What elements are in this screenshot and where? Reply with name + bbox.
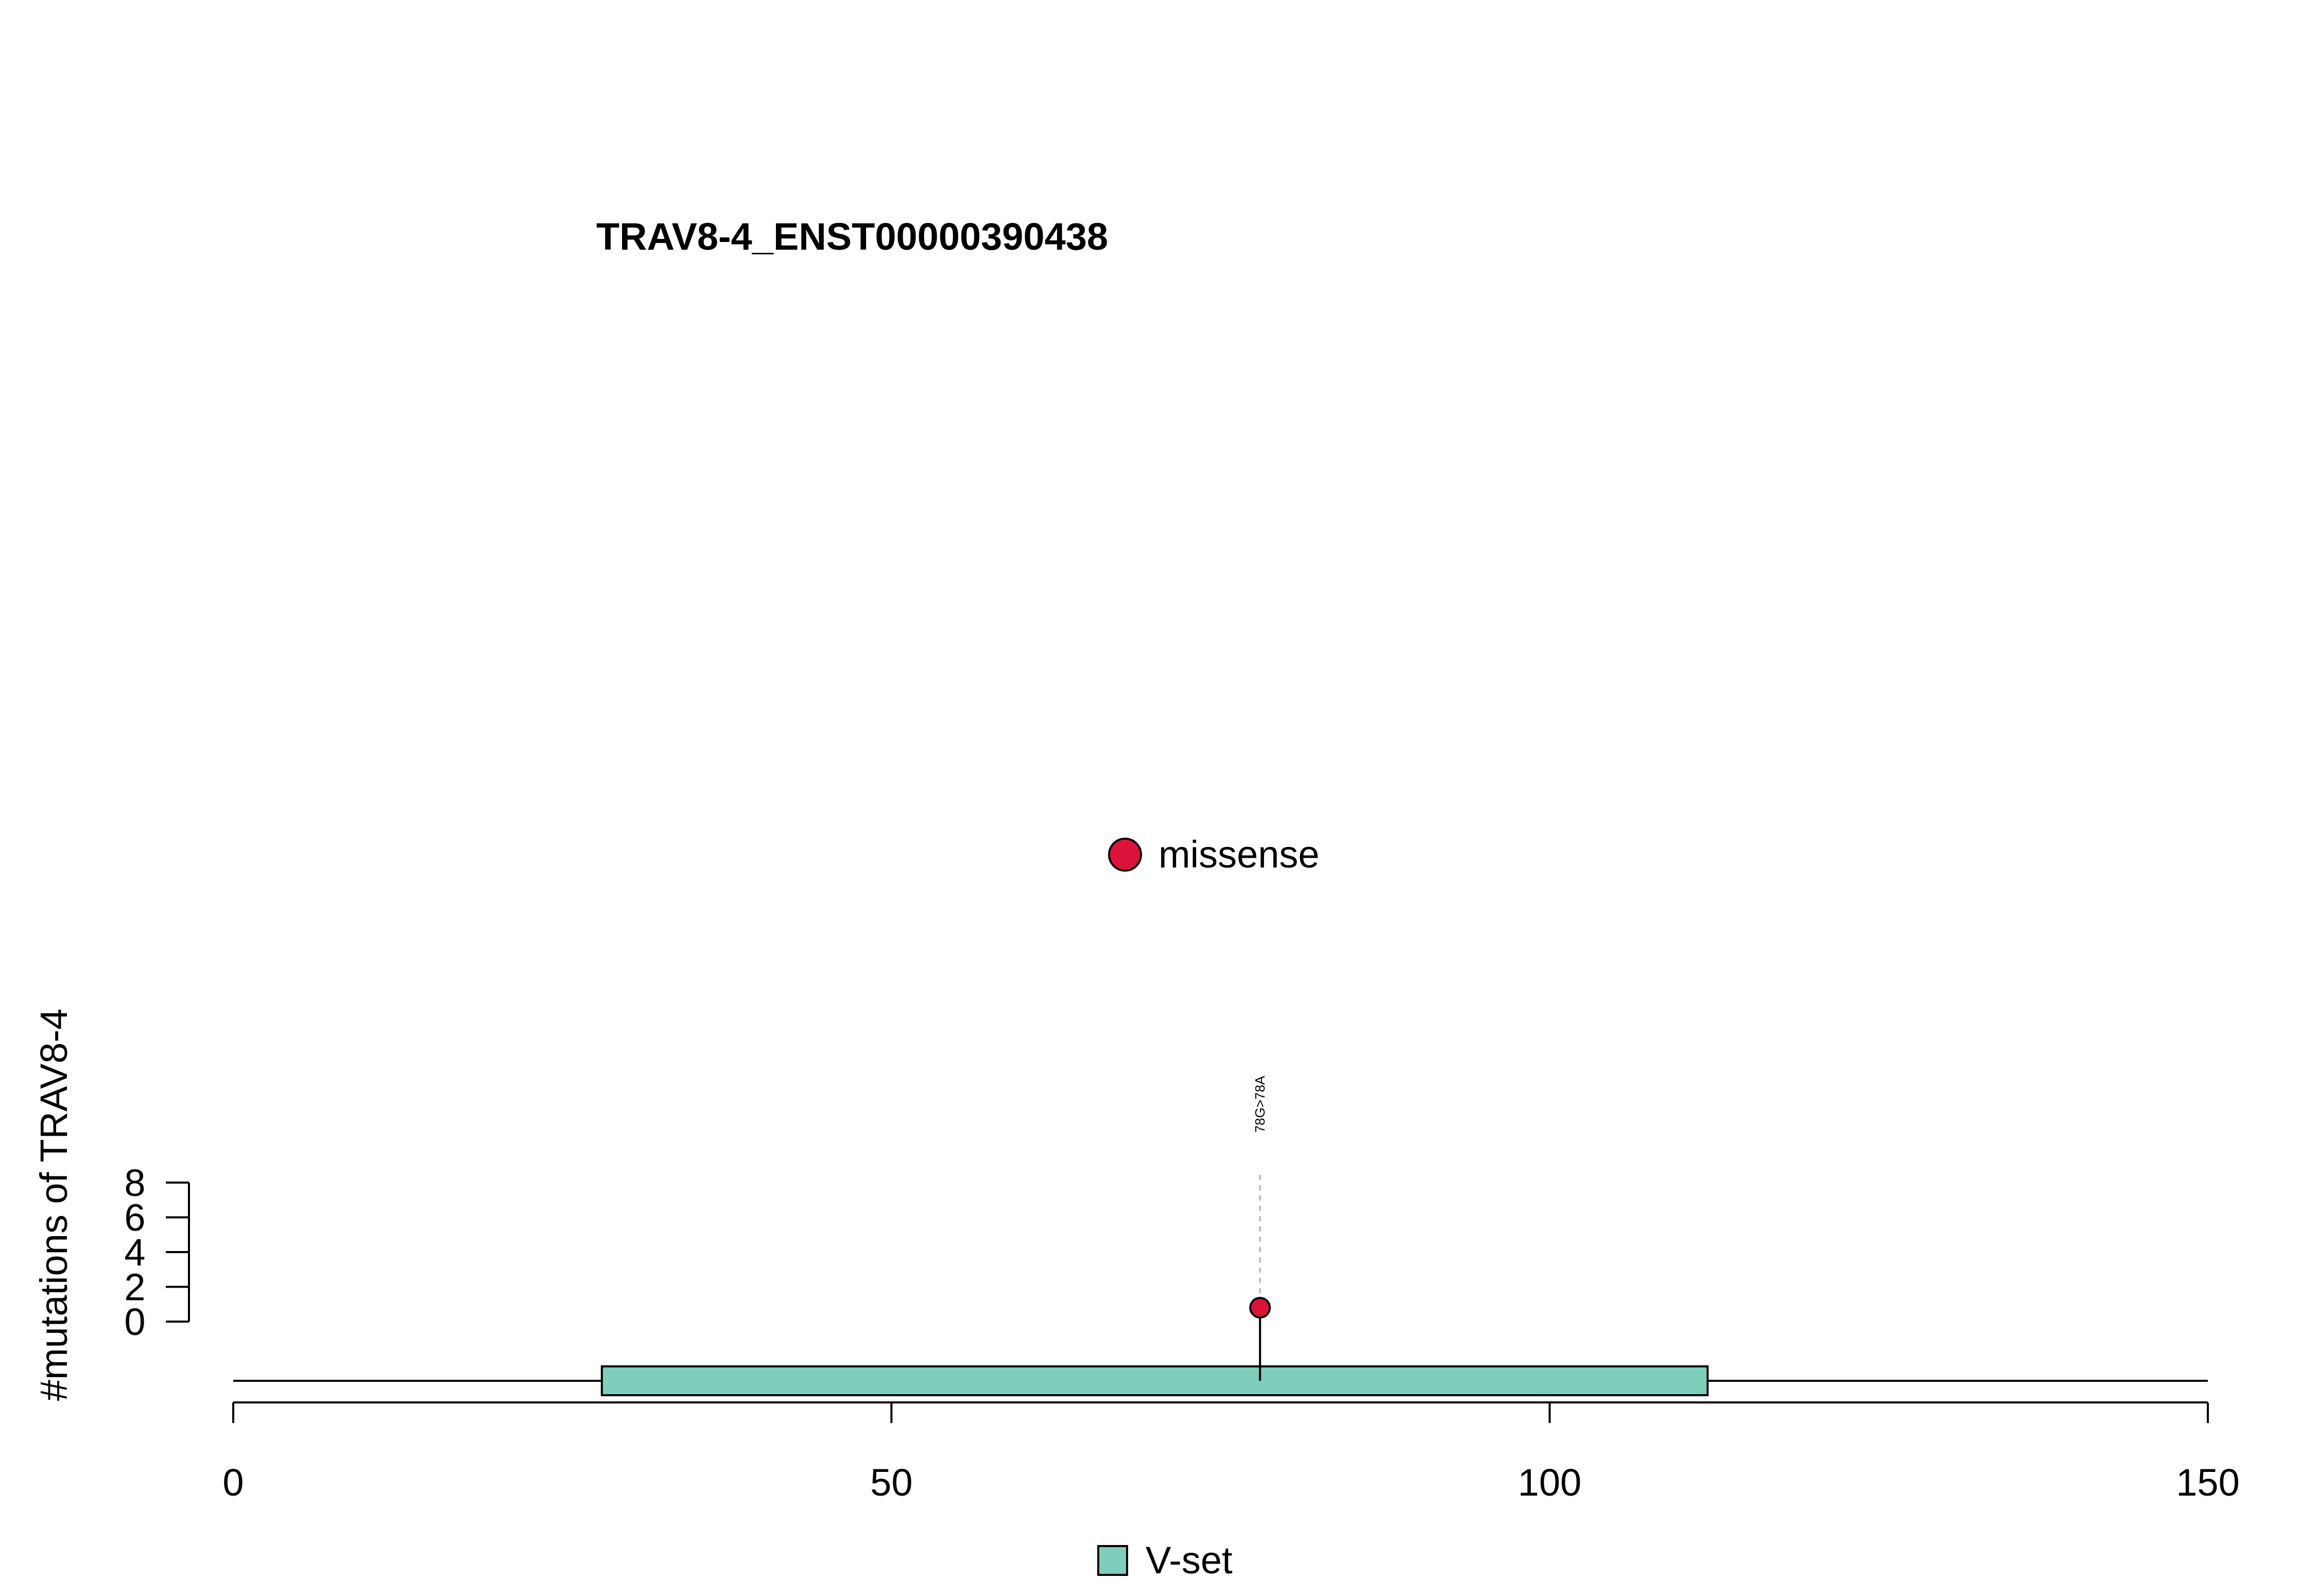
x-axis: 0 50 100 150 — [222, 1401, 2240, 1504]
vset-legend-label: V-set — [1146, 1539, 1233, 1582]
y-tick-label: 6 — [124, 1196, 145, 1239]
y-tick-label: 0 — [124, 1300, 145, 1343]
y-tick-label: 8 — [124, 1161, 145, 1204]
missense-legend-label: missense — [1158, 833, 1320, 876]
x-tick-label: 150 — [2176, 1461, 2239, 1504]
y-axis-label: #mutations of TRAV8-4 — [32, 1009, 75, 1401]
x-tick-label: 0 — [222, 1461, 244, 1504]
x-tick-label: 100 — [1518, 1461, 1581, 1504]
x-tick-label: 50 — [870, 1461, 912, 1504]
mutation-point — [1249, 1297, 1271, 1319]
domain-bar — [600, 1365, 1709, 1396]
type-legend: missense — [1108, 833, 1320, 876]
missense-legend-marker — [1108, 838, 1142, 872]
domain-legend: V-set — [1097, 1539, 1233, 1582]
y-tick-label: 2 — [124, 1266, 145, 1309]
mutation-label: 78G>78A — [1252, 1075, 1268, 1133]
y-tick-label: 4 — [124, 1231, 145, 1274]
vset-legend-swatch — [1097, 1545, 1128, 1576]
chart-title: TRAV8-4_ENST00000390438 — [596, 215, 1108, 258]
